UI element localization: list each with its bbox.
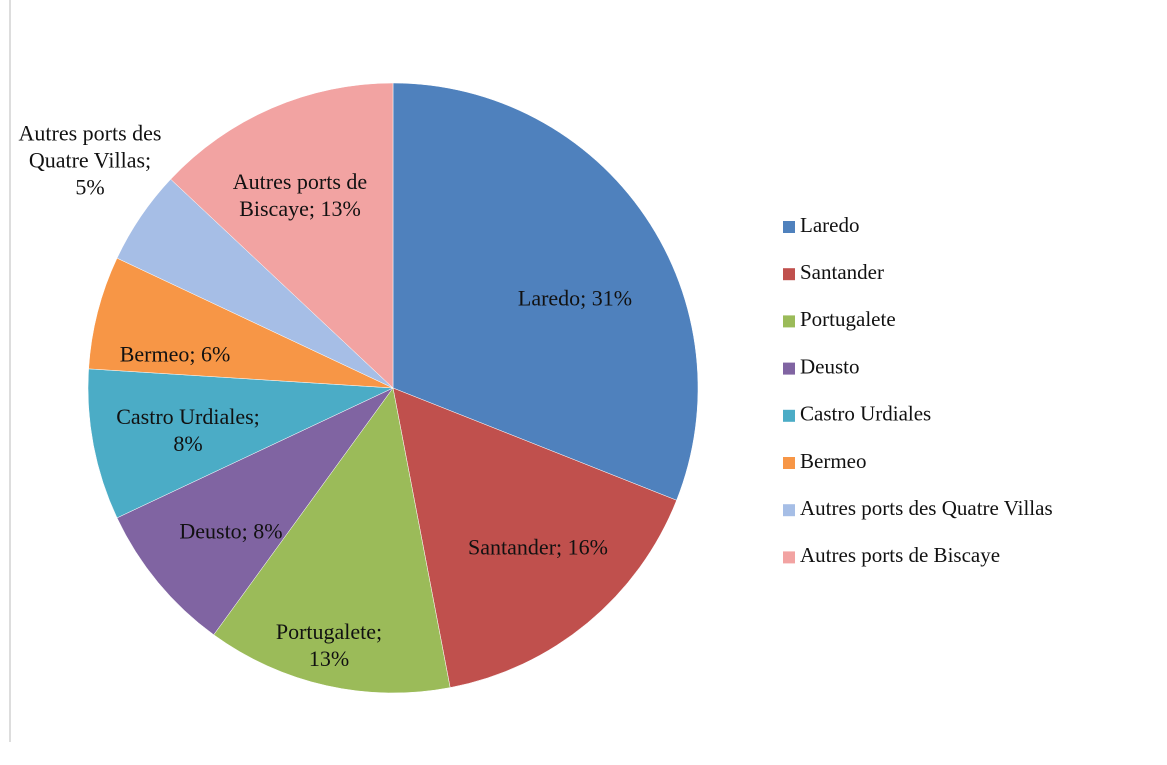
pie-slice	[392, 387, 677, 688]
legend-swatch	[783, 362, 795, 375]
data-label: Santander; 16%	[468, 534, 608, 560]
legend-label: Deusto	[800, 354, 860, 378]
legend-swatch	[783, 409, 795, 422]
legend-swatch	[783, 457, 795, 469]
legend-label: Autres ports de Biscaye	[800, 543, 1000, 567]
legend-swatch	[783, 315, 795, 328]
data-label: Laredo; 31%	[517, 285, 633, 311]
legend-label: Laredo	[800, 213, 859, 237]
pie-slice	[213, 387, 451, 694]
legend-swatch	[783, 551, 795, 564]
legend-label: Bermeo	[800, 449, 866, 473]
pie-slice	[87, 368, 394, 519]
legend-label: Portugalete	[800, 307, 896, 331]
data-label: Deusto; 8%	[179, 518, 283, 544]
legend-label: Castro Urdiales	[800, 402, 931, 426]
data-label: Autres ports des Quatre Villas; 5%	[18, 120, 162, 200]
data-label: Castro Urdiales; 8%	[116, 404, 260, 456]
pie-slice	[170, 82, 394, 389]
data-label: Bermeo; 6%	[119, 341, 231, 367]
pie-slice	[116, 387, 394, 636]
pie-slice	[392, 82, 699, 501]
legend-swatch	[783, 268, 795, 281]
data-label: Autres ports de Biscaye; 13%	[232, 169, 368, 221]
legend-label: Santander	[800, 260, 884, 284]
legend-swatch	[783, 504, 795, 517]
data-label: Portugalete; 13%	[275, 619, 383, 671]
legend-swatch	[783, 221, 795, 233]
legend-label: Autres ports des Quatre Villas	[800, 496, 1053, 520]
